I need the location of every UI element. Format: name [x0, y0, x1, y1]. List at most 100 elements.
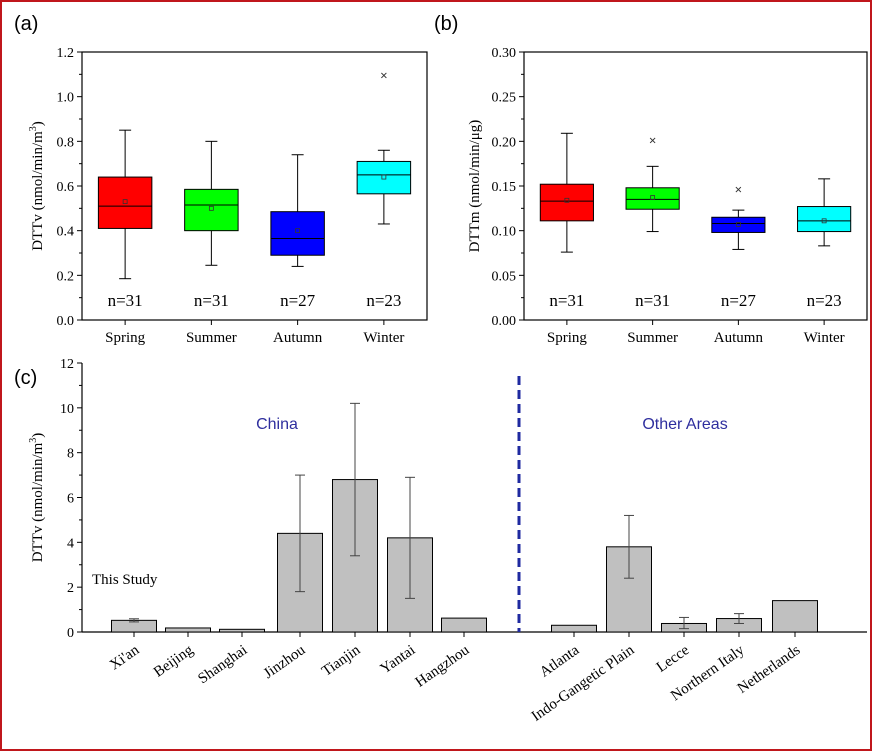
mean-marker	[650, 195, 656, 201]
y-tick-label: 0.6	[57, 180, 75, 195]
mean-marker	[208, 205, 214, 211]
box-iqr	[97, 176, 153, 229]
x-tick-label: Summer	[627, 330, 678, 346]
x-tick-label: Lecce	[654, 642, 693, 676]
y-axis-label-close: )	[30, 433, 46, 438]
y-axis-label-superscript: 3	[28, 126, 39, 131]
bar	[441, 617, 487, 633]
y-tick-label: 1.0	[57, 91, 75, 106]
x-tick-label: Yantai	[378, 642, 419, 677]
x-tick-label: Winter	[363, 330, 404, 346]
box-panel-b: (b) 0.00 0.05 0.10 0.15 0.20 0.25 0.30 n=31 Sprin…	[434, 13, 868, 346]
bar	[165, 627, 211, 633]
y-tick-label: 0.10	[492, 225, 517, 240]
box-summer: n=31 Summer	[625, 137, 680, 346]
y-axis-label-superscript: 3	[28, 438, 39, 443]
box-iqr	[270, 211, 325, 256]
y-axis-label-text: DTTv (nmol/min/m	[30, 442, 46, 562]
bar	[772, 600, 818, 633]
box-iqr	[711, 216, 766, 233]
sample-count-label: n=27	[721, 291, 757, 310]
panel-label: (a)	[14, 13, 38, 35]
y-tick-label: 0.2	[57, 269, 75, 284]
mean-marker	[735, 222, 741, 227]
y-tick-label: 10	[60, 402, 74, 417]
x-tick-label: Spring	[105, 330, 146, 346]
y-axis-label-text: DTTv (nmol/min/m	[30, 131, 46, 251]
y-tick-label: 0.05	[492, 269, 517, 284]
y-axis-label: DTTv (nmol/min/m3)	[28, 433, 46, 563]
bar	[219, 628, 265, 633]
x-tick-label: Jinzhou	[261, 642, 309, 682]
y-tick-label: 0.20	[492, 135, 517, 150]
y-tick-label: 4	[67, 536, 74, 551]
box-spring: n=31 Spring	[97, 129, 153, 346]
x-tick-label: Xi'an	[107, 642, 143, 674]
sample-count-label: n=31	[194, 291, 229, 310]
panel-label: (c)	[14, 367, 37, 389]
box-winter: n=23 Winter	[356, 72, 412, 346]
x-tick-label: Beijing	[151, 642, 197, 681]
x-tick-label: Summer	[186, 330, 237, 346]
box-panel-a: (a) 0.0 0.2 0.4 0.6 0.8 1.0 1.2 n=31 Spring n=31 Su…	[14, 13, 428, 346]
y-tick-label: 2	[67, 581, 74, 596]
y-axis-label-text: DTTm (nmol/min/μg)	[467, 120, 483, 253]
y-tick-label: 0.8	[57, 135, 75, 150]
x-tick-label: Autumn	[273, 330, 323, 346]
y-tick-label: 0.00	[492, 314, 517, 329]
outlier-marker	[649, 137, 656, 144]
y-tick-label: 6	[67, 492, 74, 507]
box-winter: n=23 Winter	[797, 178, 852, 346]
group-label: Other Areas	[642, 416, 727, 433]
x-tick-label: Hangzhou	[413, 642, 473, 691]
y-axis-label: DTTm (nmol/min/μg)	[467, 120, 483, 253]
x-tick-label: Autumn	[714, 330, 764, 346]
sample-count-label: n=31	[108, 291, 143, 310]
y-tick-label: 0	[67, 626, 74, 641]
x-tick-label: Tianjin	[319, 642, 364, 680]
group-label: China	[256, 416, 298, 433]
y-tick-label: 12	[60, 357, 74, 372]
sample-count-label: n=31	[635, 291, 670, 310]
sample-count-label: n=27	[280, 291, 316, 310]
y-axis-label: DTTv (nmol/min/m3)	[28, 121, 46, 251]
x-tick-label: Indo-Gangetic Plain	[529, 642, 638, 725]
sample-count-label: n=23	[366, 291, 401, 310]
box-autumn: n=27 Autumn	[270, 154, 325, 346]
y-tick-label: 0.15	[492, 180, 517, 195]
x-tick-label: Shanghai	[195, 642, 250, 687]
x-tick-label: Spring	[547, 330, 588, 346]
mean-marker	[295, 228, 301, 234]
x-tick-label: Atlanta	[537, 642, 583, 681]
y-tick-label: 1.2	[57, 46, 75, 61]
y-tick-label: 0.0	[57, 314, 75, 329]
x-tick-label: Winter	[804, 330, 845, 346]
box-spring: n=31 Spring	[539, 132, 594, 346]
y-tick-label: 0.30	[492, 46, 517, 61]
x-tick-label: Netherlands	[735, 642, 804, 697]
y-tick-label: 8	[67, 447, 74, 462]
sample-count-label: n=31	[549, 291, 584, 310]
box-summer: n=31 Summer	[184, 140, 239, 346]
box-iqr	[356, 160, 412, 195]
outlier-marker	[381, 72, 387, 79]
y-tick-label: 0.25	[492, 91, 517, 106]
bar	[551, 624, 597, 633]
mean-marker	[381, 174, 387, 180]
box-autumn: n=27 Autumn	[711, 186, 766, 346]
y-axis-label-close: )	[30, 121, 46, 126]
outlier-marker	[735, 186, 742, 193]
this-study-annotation: This Study	[92, 572, 158, 588]
mean-marker	[564, 197, 570, 203]
y-tick-label: 0.4	[57, 225, 75, 240]
box-iqr	[625, 187, 680, 210]
mean-marker	[122, 199, 128, 205]
bar-panel-c: (c) 0 2 4 6 8 10 12 Xi'an Beijing Shanghai Jinzhou T…	[14, 357, 867, 725]
bar-group-china: Xi'an Beijing Shanghai Jinzhou Tianjin Yantai…	[107, 402, 487, 691]
mean-marker	[821, 218, 827, 224]
sample-count-label: n=23	[807, 291, 842, 310]
panel-label: (b)	[434, 13, 458, 35]
